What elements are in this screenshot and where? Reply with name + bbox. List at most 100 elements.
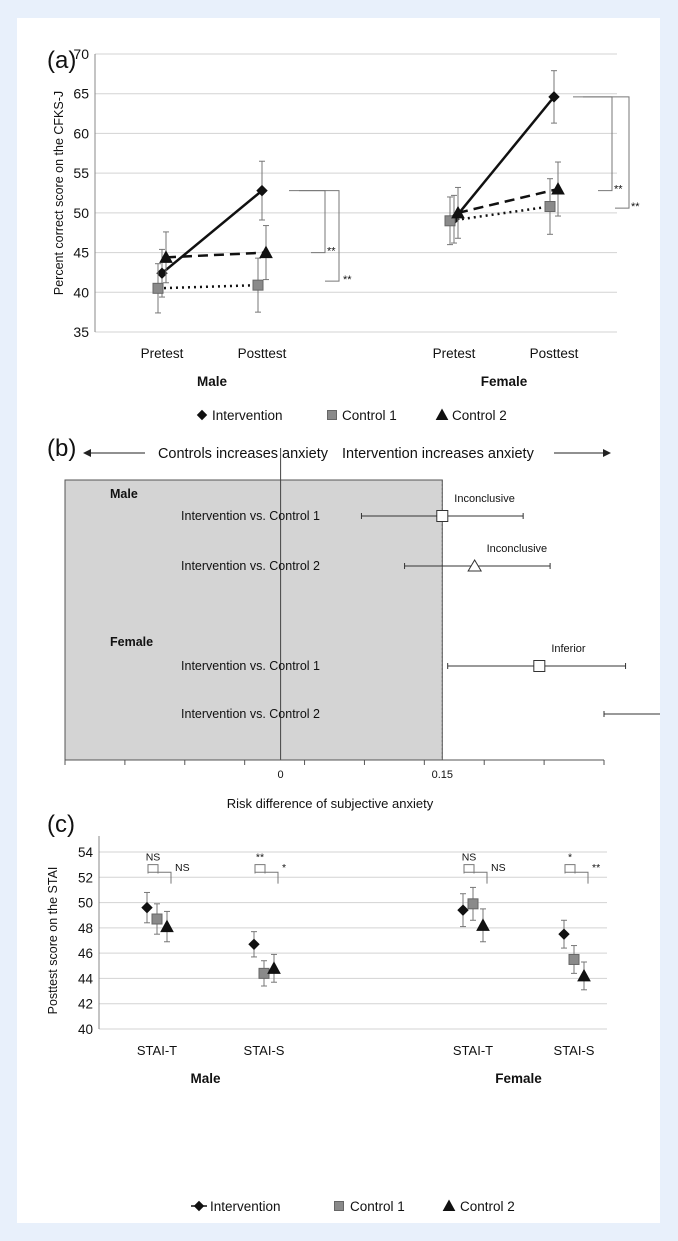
data-point-control-2 — [159, 250, 173, 263]
significance-bracket — [254, 864, 266, 874]
significance-bracket — [289, 190, 326, 254]
data-point-control-2 — [451, 205, 465, 219]
y-tick-label: 60 — [73, 125, 89, 141]
data-point-control-1 — [544, 201, 556, 213]
y-tick-label: 45 — [73, 245, 89, 261]
significance-bracket — [573, 96, 613, 192]
significance-label: ** — [614, 184, 623, 196]
group-label-female: Female — [481, 374, 528, 389]
x-tick-label: 0.15 — [432, 769, 453, 781]
x-tick-label: STAI-T — [137, 1043, 177, 1058]
significance-label: ** — [592, 862, 600, 874]
legend-marker-control-1 — [327, 410, 337, 420]
x-tick-label: 0 — [278, 769, 284, 781]
y-tick-label: 50 — [73, 205, 89, 221]
series-line-control-2 — [165, 251, 267, 259]
significance-label: ** — [631, 201, 640, 213]
x-tick-label: Posttest — [238, 346, 287, 361]
panel-a: (a) 35 40 45 50 55 60 65 70 Percent correct score… — [47, 46, 640, 423]
data-point-intervention — [248, 938, 260, 950]
legend-label-control-1: Control 1 — [350, 1199, 405, 1214]
data-point-control-1 — [252, 279, 264, 291]
significance-label: ** — [343, 274, 352, 286]
data-point-control-2 — [551, 181, 565, 195]
data-point-control-2 — [160, 919, 174, 933]
group-label-male: Male — [190, 1071, 221, 1086]
arrow-left-head — [83, 449, 91, 457]
series-line-control-1 — [449, 205, 551, 223]
data-point-control-1 — [152, 282, 164, 294]
significance-label: * — [282, 862, 286, 874]
panel-label: (c) — [47, 811, 75, 838]
legend-label-control-2: Control 2 — [452, 408, 507, 423]
y-tick-label: 44 — [78, 971, 94, 986]
series-line-intervention — [161, 189, 263, 275]
x-tick-label: STAI-T — [453, 1043, 493, 1058]
group-label-female: Female — [495, 1071, 542, 1086]
legend-marker-intervention — [196, 409, 208, 421]
significance-bracket — [583, 96, 630, 209]
data-point-intervention — [457, 904, 469, 916]
data-point-control-1 — [151, 913, 163, 925]
data-point-control-1 — [467, 898, 479, 910]
y-tick-label: 65 — [73, 86, 89, 102]
y-tick-label: 40 — [73, 284, 89, 300]
data-point-control-2 — [259, 245, 273, 259]
y-tick-label: 35 — [73, 324, 89, 340]
verdict-label: Inferior — [551, 643, 586, 655]
group-label-male: Male — [110, 487, 138, 501]
significance-label: NS — [491, 862, 506, 874]
significance-bracket — [299, 190, 340, 282]
figure-panel: (a) 35 40 45 50 55 60 65 70 Percent correct score… — [17, 18, 660, 1223]
data-point-control-2 — [577, 968, 591, 982]
shaded-region — [64, 479, 443, 761]
y-tick-label: 48 — [78, 921, 93, 936]
comparison-label: Intervention vs. Control 2 — [181, 707, 320, 721]
figure-svg: (a) 35 40 45 50 55 60 65 70 Percent correct score… — [46, 46, 660, 1214]
data-point-control-2 — [476, 918, 490, 931]
x-tick-label: Pretest — [141, 346, 184, 361]
data-point-intervention — [558, 928, 570, 940]
significance-label: ** — [327, 246, 336, 258]
x-tick-label: Posttest — [530, 346, 579, 361]
panel-label: (a) — [47, 47, 76, 74]
series-line-intervention — [453, 96, 555, 221]
data-point-control-1 — [444, 215, 456, 227]
comparison-label: Intervention vs. Control 2 — [181, 559, 320, 573]
significance-label: NS — [175, 862, 190, 874]
panel-label: (b) — [47, 435, 76, 462]
significance-label: ** — [256, 852, 264, 864]
y-axis-label: Posttest score on the STAI — [46, 867, 60, 1015]
x-tick-label: STAI-S — [554, 1043, 595, 1058]
estimate-marker — [436, 510, 449, 522]
panel-b: (b) Controls increases anxiety Interventio… — [47, 435, 660, 811]
series-line-control-1 — [157, 283, 259, 290]
estimate-marker — [533, 660, 546, 672]
significance-bracket — [564, 864, 576, 874]
x-tick-label: Pretest — [433, 346, 476, 361]
comparison-label: Intervention vs. Control 1 — [181, 509, 320, 523]
y-tick-label: 42 — [78, 997, 93, 1012]
panel-c: (c) 40 42 44 46 48 50 52 54 Posttest score on the… — [46, 811, 607, 1214]
significance-label: NS — [146, 852, 161, 864]
estimate-marker — [467, 559, 483, 572]
arrow-right-label: Intervention increases anxiety — [342, 446, 535, 462]
y-tick-label: 46 — [78, 946, 93, 961]
data-point-intervention — [548, 91, 560, 103]
y-tick-label: 40 — [78, 1022, 93, 1037]
group-label-male: Male — [197, 374, 228, 389]
x-axis-label: Risk difference of subjective anxiety — [227, 796, 434, 811]
y-tick-label: 70 — [73, 46, 89, 62]
verdict-label: Inconclusive — [454, 493, 515, 505]
x-tick-label: STAI-S — [244, 1043, 285, 1058]
significance-label: NS — [462, 852, 477, 864]
arrow-right-head — [603, 449, 611, 457]
verdict-label: Inconclusive — [487, 543, 548, 555]
significance-bracket — [565, 871, 589, 884]
y-tick-label: 50 — [78, 896, 93, 911]
group-label-female: Female — [110, 635, 153, 649]
legend-marker-intervention — [193, 1200, 205, 1212]
significance-label: * — [568, 852, 572, 864]
series-line-control-2 — [457, 187, 559, 215]
comparison-label: Intervention vs. Control 1 — [181, 659, 320, 673]
